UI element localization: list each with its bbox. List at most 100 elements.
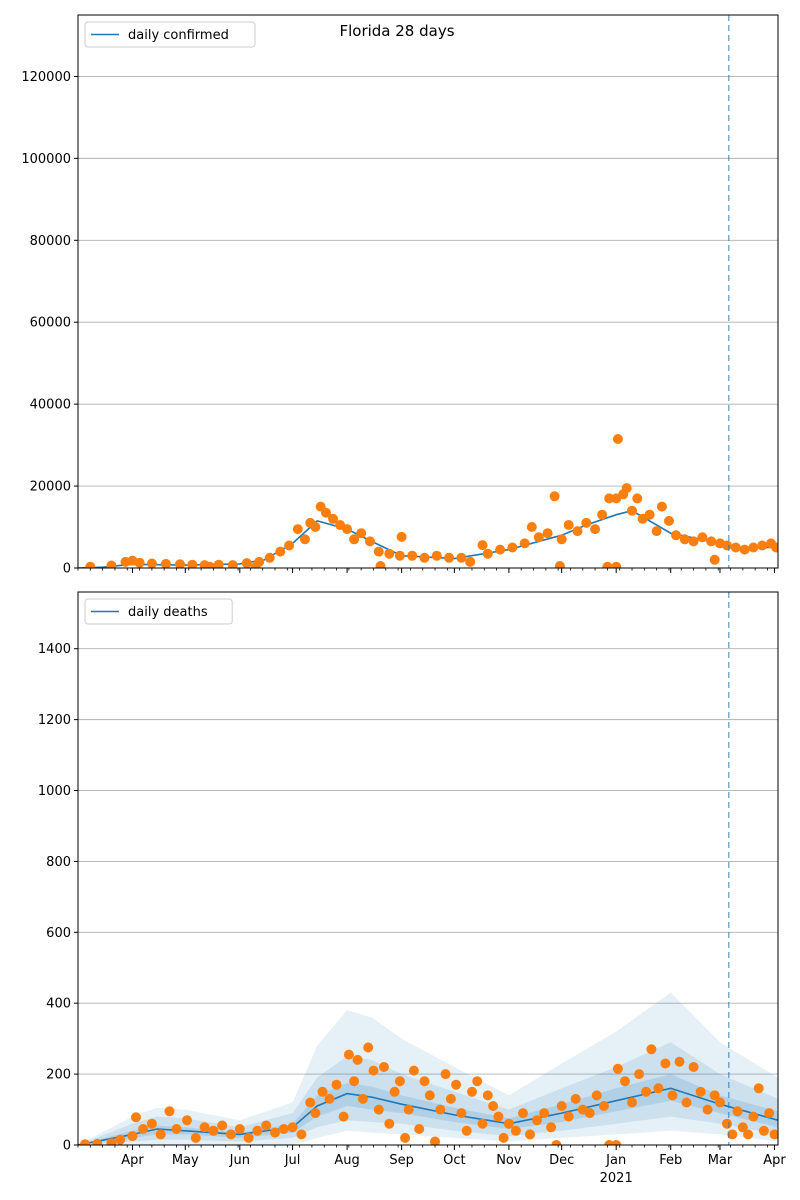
data-point [482,548,493,559]
data-point [321,507,331,518]
data-point [653,1083,664,1094]
y-tick-label: 60000 [30,316,71,331]
data-point [241,558,252,568]
y-tick-label: 0 [63,1139,71,1154]
data-point [328,513,338,524]
data-point [612,434,623,444]
data-point [155,1129,166,1140]
data-point [343,1049,354,1060]
x-tick-label: Aug [334,1153,359,1168]
data-point [338,1111,349,1122]
data-point [681,1097,692,1108]
data-point [620,1076,630,1087]
data-point [634,1069,645,1080]
data-point [213,559,224,568]
data-point [549,491,560,502]
data-point [488,1101,499,1111]
data-point [498,1132,509,1143]
data-point [518,1108,528,1119]
y-tick-label: 100000 [21,152,71,167]
data-point [706,536,717,547]
data-point [134,557,145,568]
data-point [407,550,418,561]
data-point [227,560,238,568]
data-point [444,552,455,563]
y-axis: 0 20000 40000 60000 80000 100000 120000 [21,70,78,577]
data-point [656,501,667,512]
data-point [234,1124,245,1134]
data-point [709,1090,720,1101]
data-point [352,1054,363,1065]
y-tick-label: 200 [46,1068,71,1083]
data-point [199,1122,210,1133]
data-point [106,560,117,568]
data-point [644,509,655,520]
data-point [584,1108,595,1119]
data-point [92,1138,103,1145]
data-point [456,1108,467,1119]
data-point [697,532,708,543]
data-point [408,1065,419,1076]
data-point [621,483,632,494]
data-point [482,1090,493,1101]
data-point [342,524,353,535]
grid-lines [78,75,778,569]
y-tick-label: 1000 [38,784,71,799]
data-point [477,1118,488,1129]
x-tick-label: Oct [443,1153,465,1168]
data-point [127,1131,138,1142]
data-point [570,1093,581,1104]
legend: daily deaths [84,598,233,625]
data-point [627,1097,637,1108]
data-point [627,505,637,516]
data-point [204,561,215,568]
y-tick-label: 1200 [38,713,71,728]
data-point [611,561,622,568]
legend-box [84,598,233,625]
data-point [261,1120,272,1131]
x-tick-label: Jun [229,1153,250,1168]
data-point [217,1120,228,1131]
data-point [563,1111,574,1122]
legend-label: daily deaths [128,605,208,620]
data-point [324,1093,335,1104]
data-point [85,561,96,568]
x-tick-label: Jan [605,1153,626,1168]
data-point [287,1122,298,1133]
x-tick-label: Nov [496,1153,522,1168]
y-tick-label: 120000 [21,70,71,85]
data-points [80,1042,725,1145]
data-point [305,1097,316,1108]
data-point [379,1062,389,1072]
data-point [590,524,601,535]
data-point [146,1118,157,1129]
data-point [556,534,567,545]
data-point [430,1136,440,1145]
data-point [187,559,198,568]
data-point [702,1104,713,1115]
data-point [226,1129,236,1140]
data-point [764,1108,775,1119]
plot-area [78,434,778,568]
data-point [431,550,442,561]
data-point [368,1065,379,1076]
data-point [365,536,375,547]
data-point [632,493,643,504]
data-point [384,1118,395,1129]
x-tick-label: Dec [549,1153,574,1168]
data-point [356,528,367,539]
data-point [556,1101,567,1111]
data-point [461,1125,472,1136]
data-point [651,526,662,537]
data-point [722,540,732,551]
data-point [546,1122,557,1133]
data-point [753,1083,764,1094]
data-point [709,554,720,565]
data-point [510,1125,521,1136]
y-tick-label: 80000 [30,234,71,249]
y-tick-label: 0 [63,562,71,577]
data-point [542,528,553,539]
data-point [467,1086,477,1097]
legend: daily confirmed [84,21,256,48]
